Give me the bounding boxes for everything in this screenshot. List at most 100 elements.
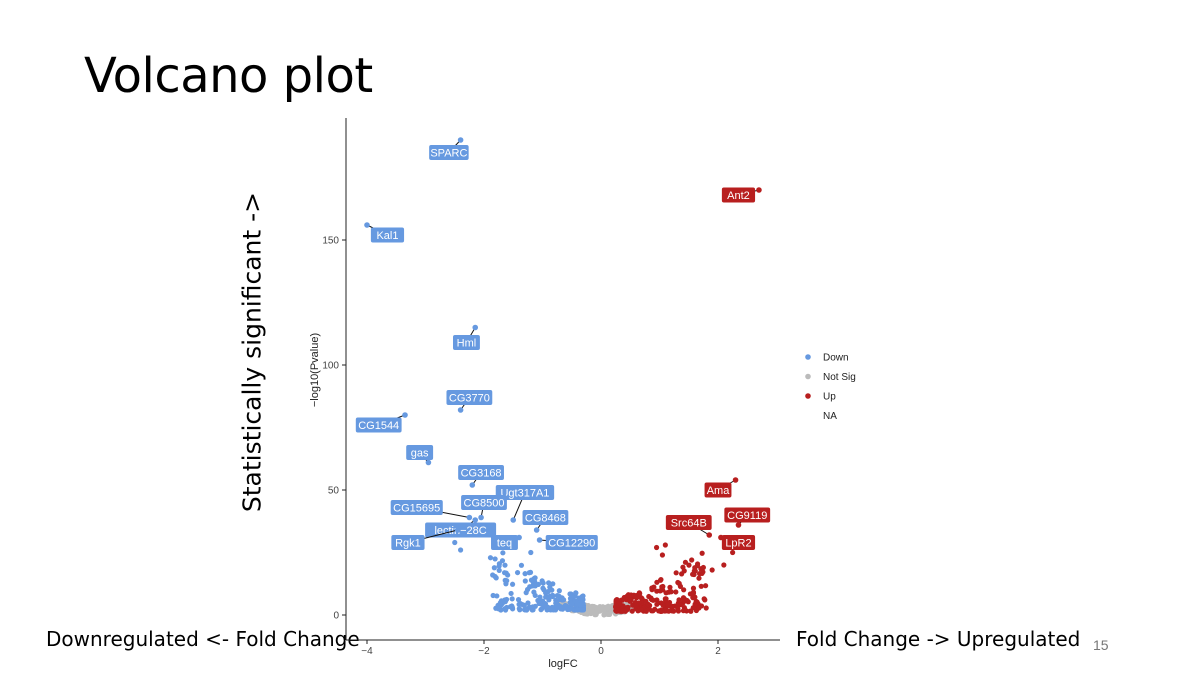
point-labeled [510, 517, 517, 523]
label-box [704, 482, 732, 498]
point-labeled [533, 527, 540, 533]
label-text: Src64B [671, 518, 707, 530]
point-up [696, 575, 702, 581]
point-down [558, 606, 564, 612]
label-text: CG3770 [449, 393, 490, 405]
point-down [540, 585, 546, 591]
point-down [524, 607, 530, 613]
point-up [638, 607, 644, 613]
point-down [574, 599, 580, 605]
point-up [700, 564, 706, 571]
point-down [525, 600, 531, 606]
point-up [680, 596, 687, 602]
point-down [543, 590, 549, 596]
point-up [690, 585, 697, 591]
point-down [547, 593, 553, 599]
point-down [502, 562, 508, 568]
point-down [502, 599, 508, 605]
point-up [660, 583, 666, 590]
point-down [500, 550, 506, 556]
point-up [657, 577, 664, 583]
point-down [559, 597, 565, 603]
point-up [673, 589, 679, 595]
label-text: Ugt317A1 [500, 488, 549, 500]
downregulated-label: Downregulated <- Fold Change [46, 627, 360, 651]
point-down [528, 549, 534, 556]
label-box [495, 485, 555, 500]
point-down [514, 569, 521, 576]
point-not-sig [607, 611, 613, 617]
point-up [629, 608, 635, 614]
point-down [538, 607, 544, 613]
point-down [524, 586, 531, 593]
legend-label: Down [823, 353, 849, 364]
point-up [660, 602, 666, 608]
point-down [569, 601, 575, 607]
point-labeled [472, 324, 479, 331]
point-not-sig [605, 604, 611, 610]
y-tick-label: 150 [322, 236, 339, 247]
points-layer [452, 531, 736, 618]
point-up [698, 583, 704, 589]
point-up [633, 602, 639, 609]
point-down [508, 590, 514, 597]
legend-swatch [805, 354, 811, 360]
y-tick-label: 100 [322, 361, 339, 372]
point-up [681, 568, 687, 574]
point-up [637, 590, 643, 597]
label-text: CG15695 [393, 503, 440, 515]
point-down [556, 588, 562, 594]
point-down [578, 607, 584, 613]
point-down [550, 581, 556, 587]
point-up [663, 590, 669, 596]
point-down [518, 562, 525, 568]
label-box [522, 510, 569, 525]
point-down [509, 596, 515, 602]
point-up [671, 608, 677, 614]
point-labeled [466, 514, 473, 521]
x-tick-label: 2 [715, 646, 721, 657]
label-text: Rgk1 [395, 538, 421, 550]
point-up [700, 569, 706, 575]
y-tick-label: 0 [333, 611, 339, 622]
point-up [690, 571, 696, 577]
x-tick-label: −2 [478, 646, 490, 657]
label-box [390, 500, 443, 515]
point-down [573, 590, 579, 596]
point-up [643, 608, 649, 614]
point-down [509, 581, 516, 587]
y-tick-label: 50 [328, 486, 340, 497]
point-down [532, 592, 538, 599]
point-labeled [756, 187, 762, 193]
point-up [633, 593, 639, 599]
point-down [507, 604, 514, 610]
label-box [458, 465, 504, 480]
point-down [517, 607, 523, 613]
point-down [567, 595, 574, 602]
point-up [645, 601, 651, 607]
point-up [694, 563, 701, 569]
label-text: Kal1 [376, 230, 398, 242]
point-up [703, 605, 709, 611]
point-up [699, 550, 705, 556]
point-down [522, 571, 528, 577]
legend-label: Up [823, 392, 836, 403]
point-not-sig [593, 608, 599, 614]
x-tick-label: 0 [598, 646, 604, 657]
point-down [487, 555, 494, 561]
point-down [490, 592, 496, 599]
label-box [461, 495, 507, 510]
legend-label: Not Sig [823, 372, 856, 383]
point-up [681, 587, 687, 593]
point-down [537, 598, 543, 604]
label-box [545, 535, 598, 550]
point-up [676, 580, 682, 587]
point-up [614, 607, 620, 613]
point-down [496, 567, 502, 573]
point-labeled [457, 137, 464, 143]
point-down [491, 565, 497, 571]
point-down [546, 580, 552, 586]
point-down [452, 539, 458, 546]
point-not-sig [586, 608, 592, 614]
